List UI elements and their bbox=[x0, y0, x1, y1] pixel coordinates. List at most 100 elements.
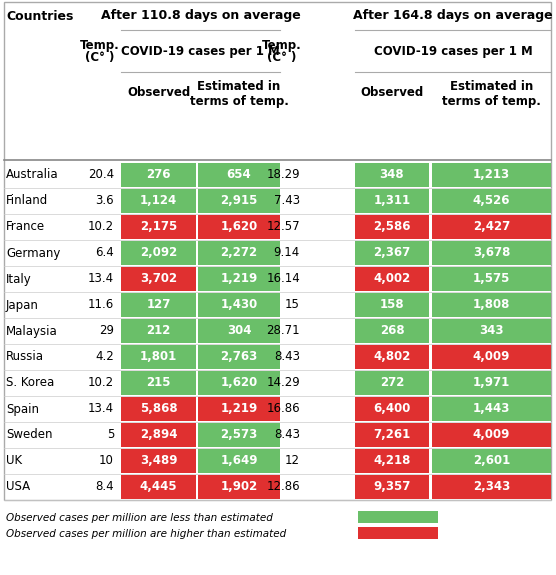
Text: Australia: Australia bbox=[6, 168, 58, 182]
Text: 11.6: 11.6 bbox=[88, 298, 114, 312]
Text: 212: 212 bbox=[146, 324, 171, 338]
Bar bbox=[355, 189, 429, 213]
Text: Russia: Russia bbox=[6, 351, 44, 363]
Bar bbox=[121, 345, 196, 369]
Text: 1,649: 1,649 bbox=[220, 454, 258, 467]
Bar bbox=[121, 215, 196, 239]
Text: 13.4: 13.4 bbox=[88, 273, 114, 286]
Bar bbox=[198, 345, 280, 369]
Text: 2,573: 2,573 bbox=[220, 428, 257, 442]
Text: 10.2: 10.2 bbox=[88, 220, 114, 233]
Bar bbox=[432, 319, 551, 343]
Bar bbox=[432, 345, 551, 369]
Text: 1,902: 1,902 bbox=[220, 481, 257, 493]
Text: Observed: Observed bbox=[360, 86, 424, 99]
Text: 2,367: 2,367 bbox=[374, 247, 411, 259]
Bar bbox=[358, 527, 438, 539]
Bar bbox=[432, 371, 551, 395]
Text: Finland: Finland bbox=[6, 194, 48, 208]
Bar bbox=[4, 2, 551, 500]
Bar bbox=[121, 189, 196, 213]
Text: COVID-19 cases per 1 M: COVID-19 cases per 1 M bbox=[121, 44, 280, 58]
Text: 5,868: 5,868 bbox=[140, 402, 177, 416]
Text: 14.29: 14.29 bbox=[266, 377, 300, 389]
Bar bbox=[198, 293, 280, 317]
Bar bbox=[355, 397, 429, 421]
Bar bbox=[198, 449, 280, 473]
Text: 2,601: 2,601 bbox=[473, 454, 510, 467]
Bar bbox=[355, 319, 429, 343]
Bar bbox=[355, 475, 429, 499]
Text: 16.86: 16.86 bbox=[266, 402, 300, 416]
Text: Observed cases per million are higher than estimated: Observed cases per million are higher th… bbox=[6, 529, 286, 539]
Text: 3,678: 3,678 bbox=[473, 247, 510, 259]
Bar bbox=[121, 241, 196, 265]
Text: After 164.8 days on average: After 164.8 days on average bbox=[353, 10, 553, 22]
Bar bbox=[198, 215, 280, 239]
Text: After 110.8 days on average: After 110.8 days on average bbox=[101, 10, 300, 22]
Text: 13.4: 13.4 bbox=[88, 402, 114, 416]
Text: 268: 268 bbox=[380, 324, 404, 338]
Bar bbox=[432, 267, 551, 291]
Bar bbox=[121, 397, 196, 421]
Bar bbox=[198, 241, 280, 265]
Text: 12.86: 12.86 bbox=[266, 481, 300, 493]
Bar bbox=[432, 241, 551, 265]
Text: Estimated in: Estimated in bbox=[197, 81, 281, 94]
Text: 2,175: 2,175 bbox=[140, 220, 177, 233]
Bar bbox=[121, 267, 196, 291]
Text: 3,702: 3,702 bbox=[140, 273, 177, 286]
Text: 29: 29 bbox=[99, 324, 114, 338]
Text: 5: 5 bbox=[107, 428, 114, 442]
Bar bbox=[432, 189, 551, 213]
Text: Germany: Germany bbox=[6, 247, 61, 259]
Text: 9,357: 9,357 bbox=[373, 481, 411, 493]
Text: Temp.: Temp. bbox=[262, 40, 302, 52]
Bar bbox=[355, 163, 429, 187]
Text: 7.43: 7.43 bbox=[274, 194, 300, 208]
Bar bbox=[432, 215, 551, 239]
Bar bbox=[121, 163, 196, 187]
Text: 272: 272 bbox=[380, 377, 404, 389]
Text: 15: 15 bbox=[285, 298, 300, 312]
Text: 3.6: 3.6 bbox=[96, 194, 114, 208]
Text: 4,802: 4,802 bbox=[373, 351, 411, 363]
Bar bbox=[198, 267, 280, 291]
Bar bbox=[355, 345, 429, 369]
Text: 10: 10 bbox=[99, 454, 114, 467]
Text: France: France bbox=[6, 220, 45, 233]
Bar bbox=[355, 267, 429, 291]
Text: Spain: Spain bbox=[6, 402, 39, 416]
Bar bbox=[121, 293, 196, 317]
Text: 127: 127 bbox=[146, 298, 171, 312]
Bar bbox=[198, 397, 280, 421]
Bar bbox=[198, 319, 280, 343]
Text: 348: 348 bbox=[380, 168, 404, 182]
Text: 1,443: 1,443 bbox=[473, 402, 510, 416]
Text: 1,575: 1,575 bbox=[473, 273, 510, 286]
Text: 7,261: 7,261 bbox=[374, 428, 411, 442]
Text: 8.4: 8.4 bbox=[96, 481, 114, 493]
Text: 4,009: 4,009 bbox=[473, 428, 510, 442]
Bar bbox=[121, 449, 196, 473]
Text: Malaysia: Malaysia bbox=[6, 324, 58, 338]
Text: 1,620: 1,620 bbox=[220, 220, 257, 233]
Text: 1,213: 1,213 bbox=[473, 168, 510, 182]
Text: Observed: Observed bbox=[127, 86, 190, 99]
Bar bbox=[121, 423, 196, 447]
Text: 4.2: 4.2 bbox=[95, 351, 114, 363]
Text: 1,219: 1,219 bbox=[220, 402, 257, 416]
Text: 1,311: 1,311 bbox=[374, 194, 410, 208]
Bar bbox=[355, 449, 429, 473]
Text: 654: 654 bbox=[227, 168, 251, 182]
Text: (C° ): (C° ) bbox=[267, 51, 297, 64]
Text: 3,489: 3,489 bbox=[140, 454, 177, 467]
Text: 8.43: 8.43 bbox=[274, 351, 300, 363]
Text: 215: 215 bbox=[146, 377, 171, 389]
Bar bbox=[198, 163, 280, 187]
Text: 4,218: 4,218 bbox=[373, 454, 411, 467]
Text: 2,427: 2,427 bbox=[473, 220, 510, 233]
Text: 9.14: 9.14 bbox=[274, 247, 300, 259]
Bar bbox=[355, 241, 429, 265]
Text: 18.29: 18.29 bbox=[266, 168, 300, 182]
